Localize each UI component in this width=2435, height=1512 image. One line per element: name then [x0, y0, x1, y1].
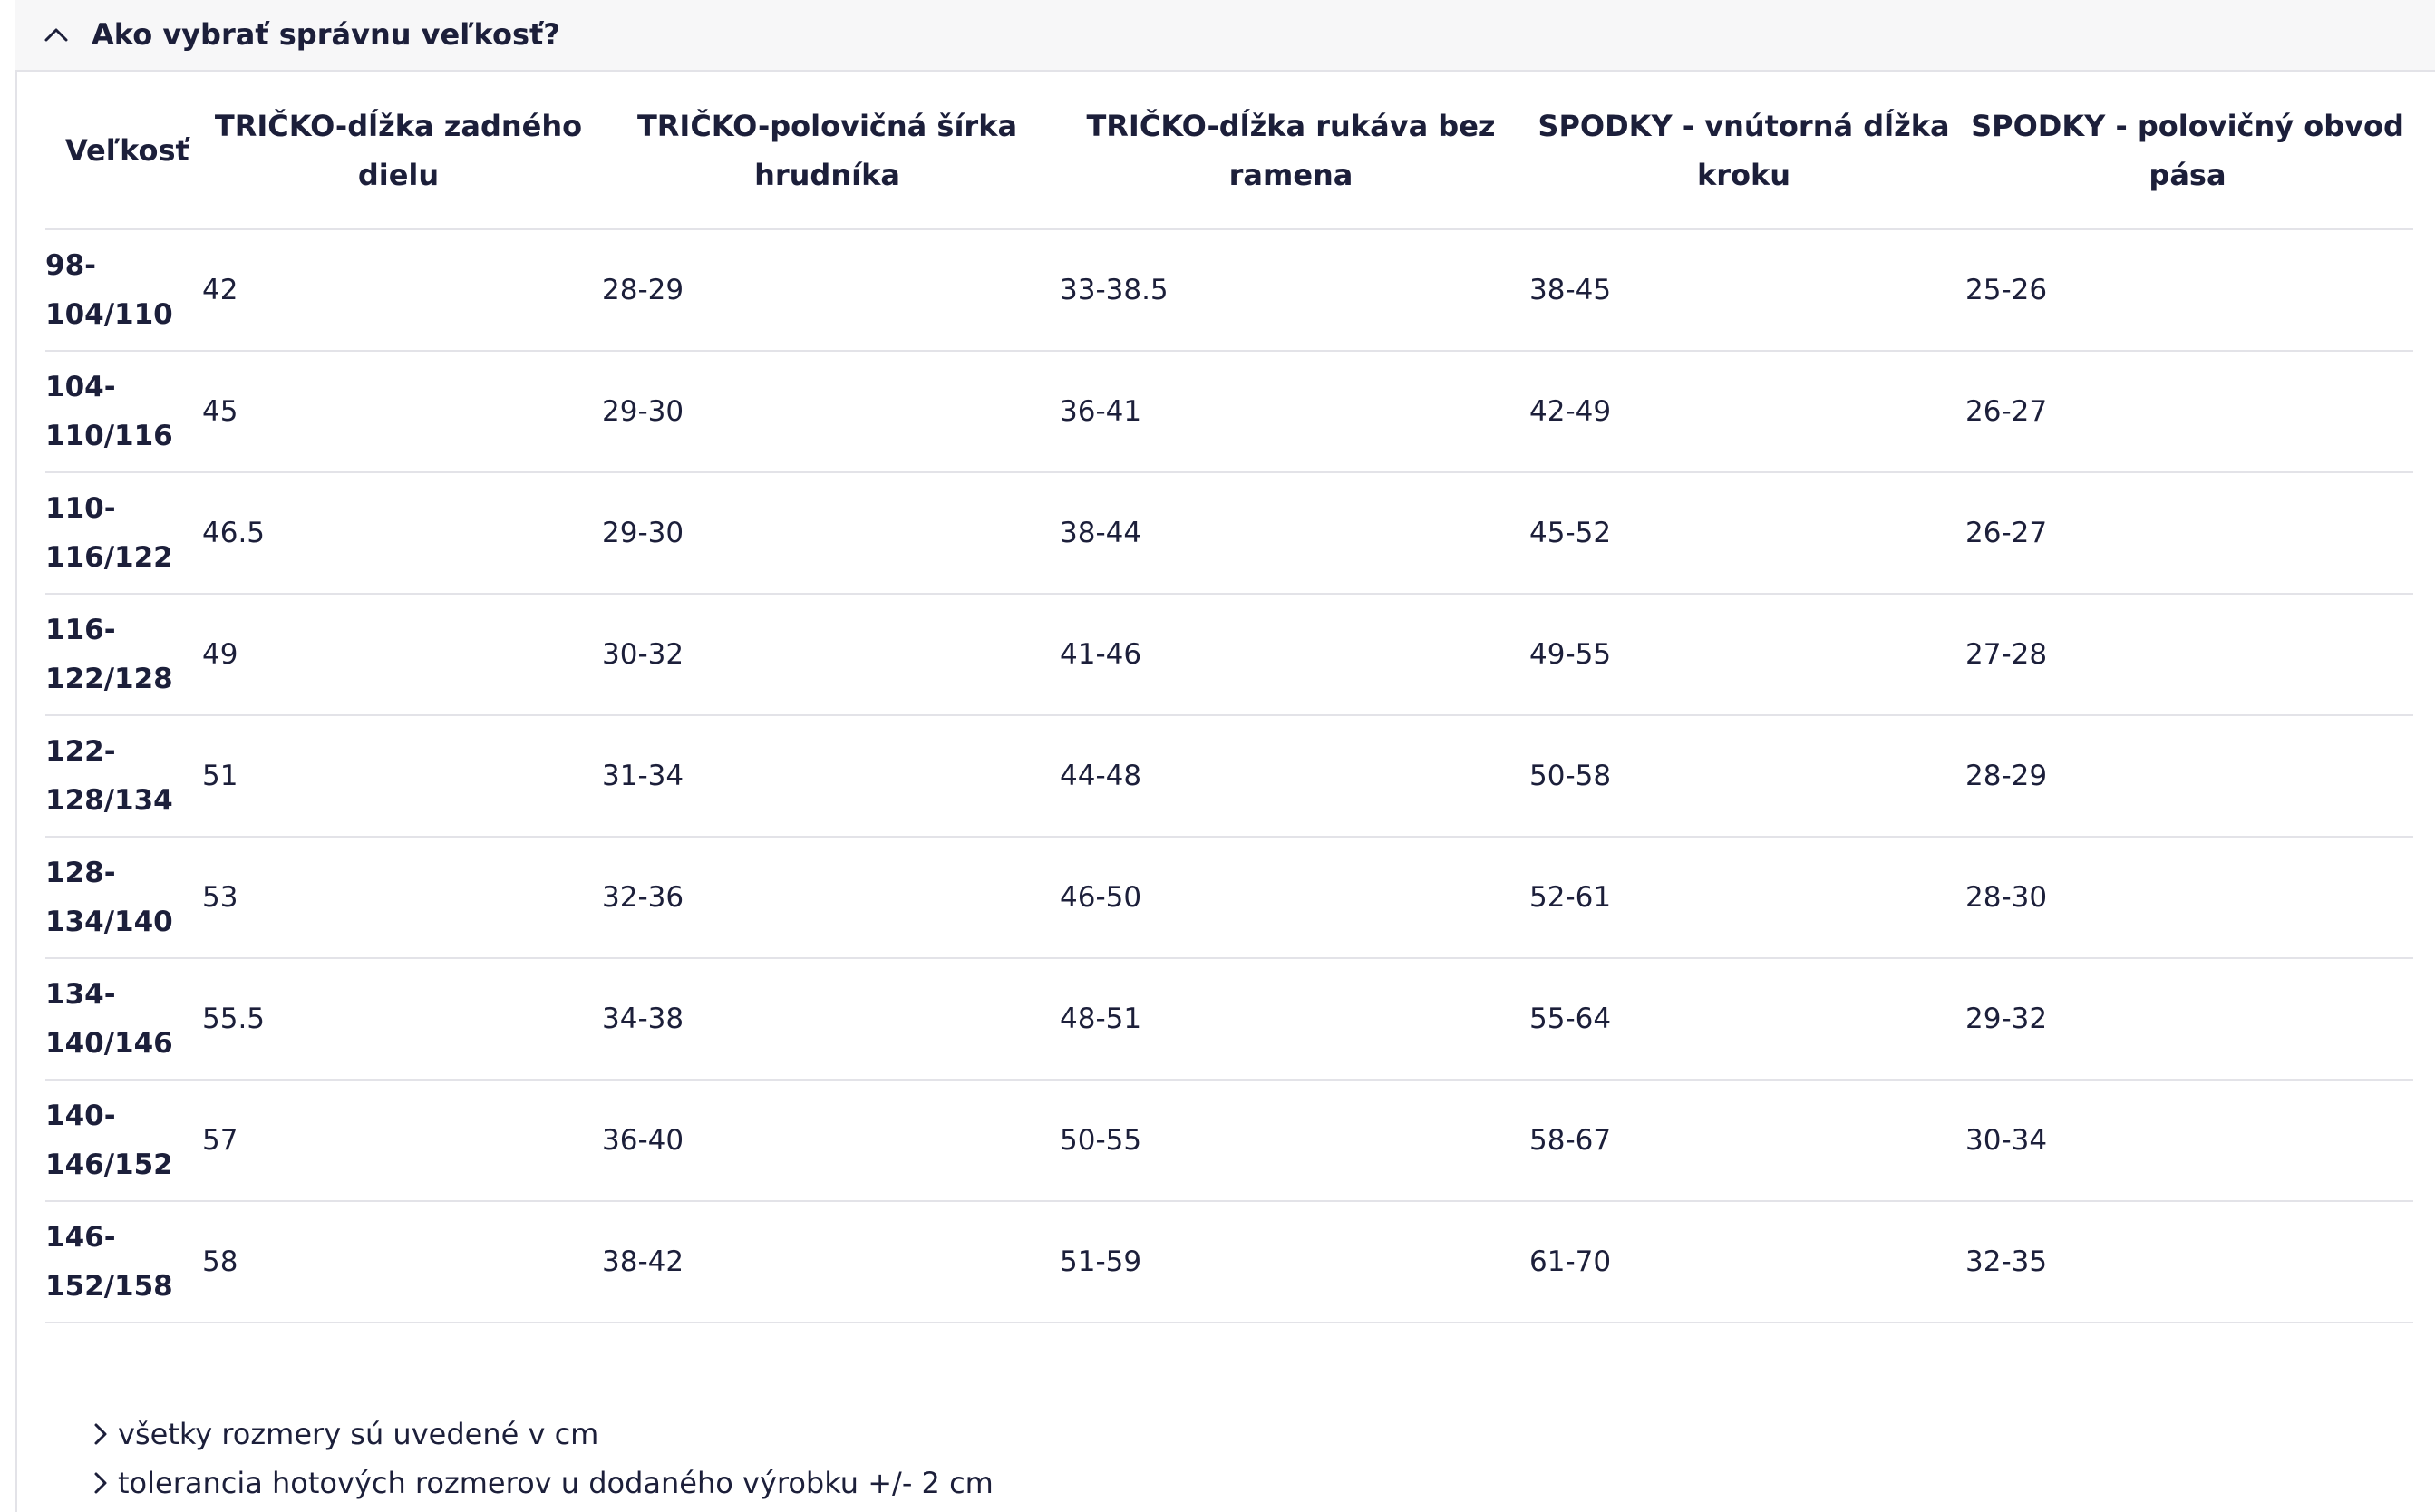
table-cell: 36-40: [598, 1080, 1056, 1202]
column-header-shirt-half-chest: TRIČKO-polovičná šírka hrudníka: [598, 72, 1056, 230]
table-cell: 27-28: [1962, 594, 2413, 716]
table-cell: 49-55: [1526, 594, 1962, 716]
table-cell: 42: [199, 229, 598, 352]
table-cell: 49: [199, 594, 598, 716]
chevron-right-icon: [94, 1472, 107, 1494]
table-cell: 30-34: [1962, 1080, 2413, 1202]
table-cell: 50-58: [1526, 715, 1962, 838]
table-cell: 44-48: [1056, 715, 1526, 838]
table-cell: 30-32: [598, 594, 1056, 716]
table-row: 104-110/116 45 29-30 36-41 42-49 26-27: [45, 351, 2413, 473]
size-cell: 134-140/146: [45, 958, 199, 1081]
table-row: 146-152/158 58 38-42 51-59 61-70 32-35: [45, 1201, 2413, 1323]
note-item: tolerancia hotových rozmerov u dodaného …: [91, 1459, 994, 1507]
size-notes: všetky rozmery sú uvedené v cm toleranci…: [91, 1410, 994, 1507]
table-row: 116-122/128 49 30-32 41-46 49-55 27-28: [45, 594, 2413, 716]
table-cell: 51-59: [1056, 1201, 1526, 1323]
note-text: tolerancia hotových rozmerov u dodaného …: [118, 1466, 994, 1500]
table-cell: 51: [199, 715, 598, 838]
table-cell: 28-30: [1962, 837, 2413, 959]
table-cell: 58-67: [1526, 1080, 1962, 1202]
table-row: 122-128/134 51 31-34 44-48 50-58 28-29: [45, 715, 2413, 838]
table-row: 140-146/152 57 36-40 50-55 58-67 30-34: [45, 1080, 2413, 1202]
column-header-size: Veľkosť: [45, 72, 199, 230]
table-cell: 55.5: [199, 958, 598, 1081]
size-cell: 116-122/128: [45, 594, 199, 716]
size-cell: 146-152/158: [45, 1201, 199, 1323]
table-cell: 26-27: [1962, 472, 2413, 595]
accordion-title: Ako vybrať správnu veľkosť?: [92, 17, 560, 52]
table-cell: 42-49: [1526, 351, 1962, 473]
table-cell: 61-70: [1526, 1201, 1962, 1323]
column-header-pants-half-waist: SPODKY - polovičný obvod pása: [1962, 72, 2413, 230]
table-cell: 45-52: [1526, 472, 1962, 595]
table-cell: 32-35: [1962, 1201, 2413, 1323]
table-cell: 38-45: [1526, 229, 1962, 352]
size-guide-accordion-header[interactable]: Ako vybrať správnu veľkosť?: [15, 0, 2435, 72]
column-header-shirt-back-length: TRIČKO-dĺžka zadného dielu: [199, 72, 598, 230]
table-cell: 25-26: [1962, 229, 2413, 352]
table-cell: 28-29: [1962, 715, 2413, 838]
table-cell: 53: [199, 837, 598, 959]
size-cell: 104-110/116: [45, 351, 199, 473]
table-row: 110-116/122 46.5 29-30 38-44 45-52 26-27: [45, 472, 2413, 595]
table-cell: 58: [199, 1201, 598, 1323]
size-table: Veľkosť TRIČKO-dĺžka zadného dielu TRIČK…: [45, 72, 2413, 1323]
table-cell: 46-50: [1056, 837, 1526, 959]
table-cell: 31-34: [598, 715, 1056, 838]
chevron-up-icon: [44, 28, 68, 42]
table-row: 98-104/110 42 28-29 33-38.5 38-45 25-26: [45, 229, 2413, 352]
table-cell: 29-30: [598, 472, 1056, 595]
table-cell: 52-61: [1526, 837, 1962, 959]
table-cell: 28-29: [598, 229, 1056, 352]
column-header-pants-inseam: SPODKY - vnútorná dĺžka kroku: [1526, 72, 1962, 230]
table-cell: 29-30: [598, 351, 1056, 473]
table-cell: 41-46: [1056, 594, 1526, 716]
table-cell: 33-38.5: [1056, 229, 1526, 352]
table-cell: 36-41: [1056, 351, 1526, 473]
note-item: všetky rozmery sú uvedené v cm: [91, 1410, 994, 1459]
column-header-shirt-sleeve-length: TRIČKO-dĺžka rukáva bez ramena: [1056, 72, 1526, 230]
table-cell: 46.5: [199, 472, 598, 595]
table-cell: 38-44: [1056, 472, 1526, 595]
table-row: 134-140/146 55.5 34-38 48-51 55-64 29-32: [45, 958, 2413, 1081]
table-cell: 38-42: [598, 1201, 1056, 1323]
note-text: všetky rozmery sú uvedené v cm: [118, 1417, 599, 1451]
size-cell: 98-104/110: [45, 229, 199, 352]
table-cell: 32-36: [598, 837, 1056, 959]
table-cell: 26-27: [1962, 351, 2413, 473]
table-header-row: Veľkosť TRIČKO-dĺžka zadného dielu TRIČK…: [45, 72, 2413, 230]
table-cell: 57: [199, 1080, 598, 1202]
size-cell: 122-128/134: [45, 715, 199, 838]
size-cell: 110-116/122: [45, 472, 199, 595]
table-cell: 34-38: [598, 958, 1056, 1081]
table-cell: 45: [199, 351, 598, 473]
chevron-right-icon: [94, 1423, 107, 1445]
table-cell: 50-55: [1056, 1080, 1526, 1202]
table-cell: 48-51: [1056, 958, 1526, 1081]
size-cell: 140-146/152: [45, 1080, 199, 1202]
table-row: 128-134/140 53 32-36 46-50 52-61 28-30: [45, 837, 2413, 959]
size-cell: 128-134/140: [45, 837, 199, 959]
table-cell: 29-32: [1962, 958, 2413, 1081]
table-cell: 55-64: [1526, 958, 1962, 1081]
